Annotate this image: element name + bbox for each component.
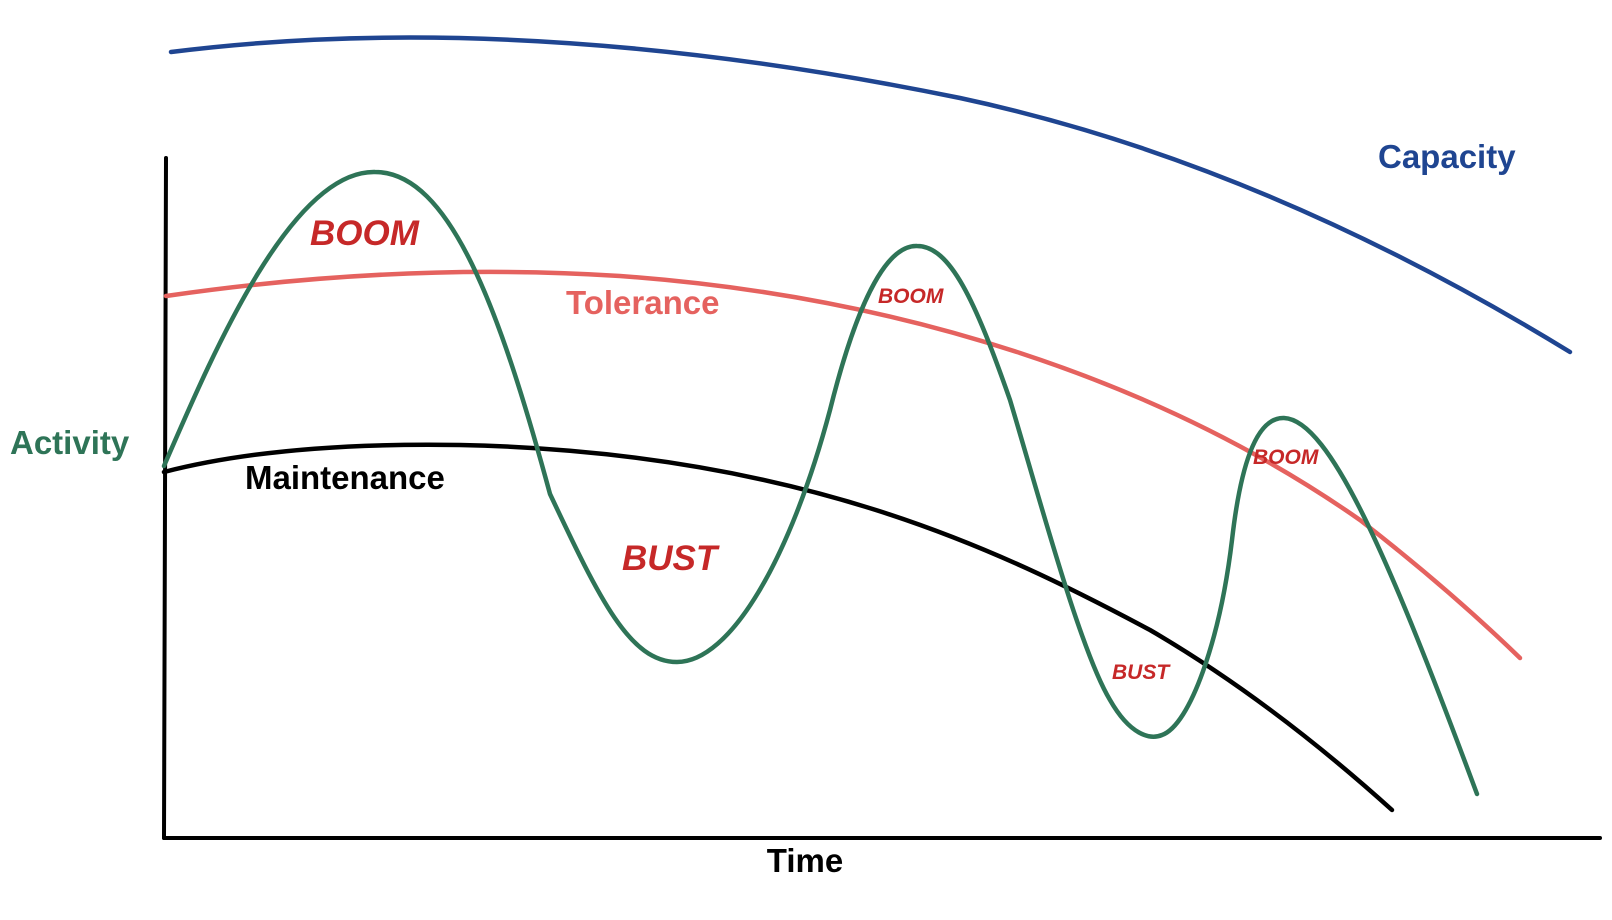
tolerance-curve bbox=[163, 269, 1523, 661]
y-axis-label: Activity bbox=[10, 424, 130, 461]
boom-label-1: BOOM bbox=[310, 214, 420, 253]
y-axis bbox=[162, 156, 168, 840]
x-axis-label: Time bbox=[767, 842, 843, 879]
capacity-curve bbox=[168, 35, 1573, 355]
maintenance-label: Maintenance bbox=[245, 459, 445, 496]
tolerance-label: Tolerance bbox=[566, 284, 719, 321]
capacity-label: Capacity bbox=[1378, 138, 1516, 175]
maintenance-curve bbox=[161, 442, 1395, 813]
bust-label-1: BUST bbox=[622, 539, 720, 578]
boom-label-3: BOOM bbox=[1253, 446, 1319, 469]
boom-label-2: BOOM bbox=[878, 285, 944, 308]
activity-curve bbox=[161, 169, 1480, 797]
bust-label-2: BUST bbox=[1112, 661, 1171, 684]
